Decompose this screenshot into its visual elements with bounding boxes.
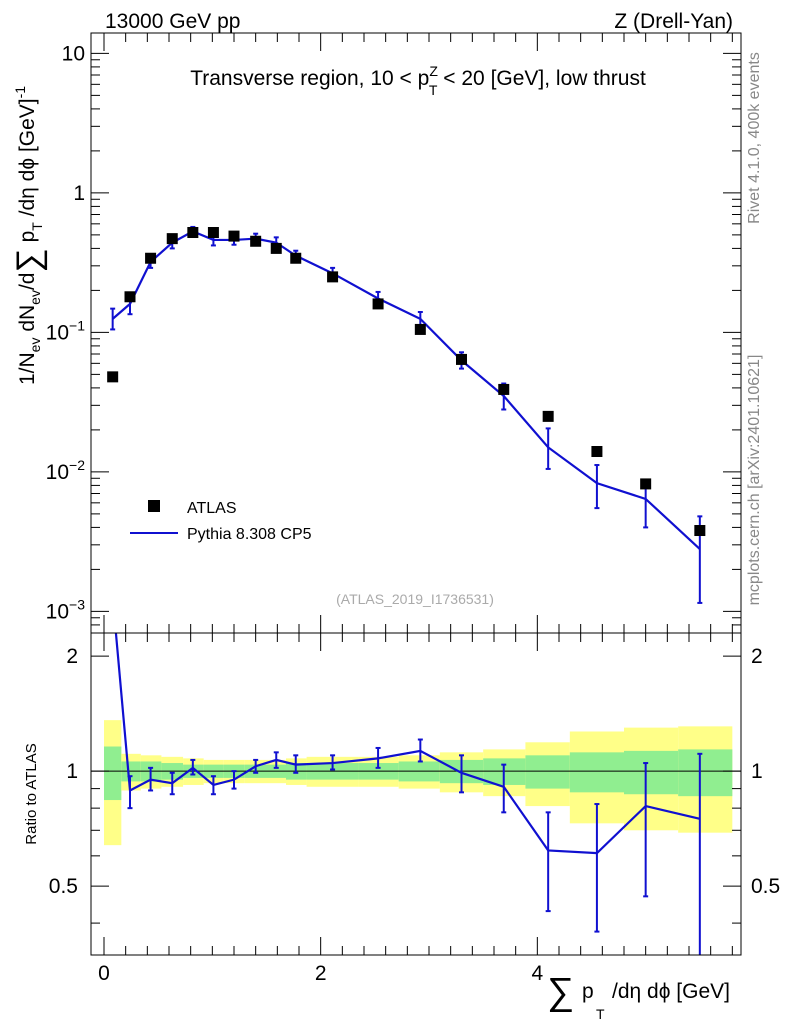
ratio-tick-label-left: 0.5	[49, 875, 78, 898]
svg-text:1/Nev dNev/d∑ pT /dη dϕ [GeV]: 1/Nev dNev/d∑ pT /dη dϕ [GeV]-1	[10, 86, 48, 385]
atlas-data-point	[372, 298, 384, 310]
band-inner	[678, 749, 733, 797]
y-tick-label: 10−3	[46, 596, 86, 623]
atlas-data-point	[124, 291, 136, 303]
atlas-data-point	[107, 371, 119, 383]
y-tick-label: 10−1	[46, 317, 86, 344]
ratio-frame	[90, 632, 742, 956]
atlas-data-point	[327, 271, 339, 283]
atlas-data-point	[414, 323, 426, 335]
legend-atlas-marker	[148, 500, 160, 512]
y-tick-label: 10−2	[46, 457, 86, 484]
svg-text:/dη dϕ [GeV]: /dη dϕ [GeV]	[612, 980, 730, 1003]
band-inner	[624, 750, 679, 795]
legend-atlas-label: ATLAS	[187, 500, 237, 517]
ratio-y-label: Ratio to ATLAS	[23, 743, 40, 844]
band-inner	[569, 752, 624, 793]
collision-label: 13000 GeV pp	[105, 10, 240, 33]
main-panel: 10−3 10−2 10−1 1 10 Transverse region, 10 < …	[10, 32, 742, 634]
atlas-data-point	[456, 353, 467, 365]
atlas-data-point	[250, 235, 262, 247]
atlas-data-point	[542, 410, 554, 422]
atlas-data-point	[640, 478, 652, 490]
y-axis-label: 1/Nev dNev/d∑ pT /dη dϕ [GeV]-1	[10, 86, 48, 385]
band-inner	[525, 755, 570, 789]
atlas-data-point	[166, 233, 178, 245]
x-tick-label: 0	[98, 962, 110, 985]
atlas-data-point	[145, 252, 157, 264]
analysis-watermark: (ATLAS_2019_I1736531)	[336, 591, 494, 607]
atlas-data-point	[270, 242, 282, 254]
x-axis-label: ∑ p T /dη dϕ [GeV]	[547, 971, 730, 1022]
atlas-data-point	[187, 227, 199, 239]
plot-title: Transverse region, 10 < pZ T < 20 [GeV], …	[190, 63, 646, 98]
legend: ATLAS Pythia 8.308 CP5	[130, 500, 312, 543]
atlas-data-point	[207, 227, 219, 239]
svg-text:p: p	[582, 980, 594, 1003]
legend-pythia-label: Pythia 8.308 CP5	[187, 526, 312, 543]
ratio-tick-label-right: 2	[751, 645, 763, 668]
process-label: Z (Drell-Yan)	[614, 10, 733, 33]
x-tick-label: 2	[315, 962, 327, 985]
mcplots-label: mcplots.cern.ch [arXiv:2401.10621]	[746, 355, 763, 606]
ratio-tick-label-left: 1	[66, 760, 78, 783]
rivet-label: Rivet 4.1.0, 400k events	[746, 52, 763, 224]
band-inner	[104, 746, 122, 801]
y-tick-label: 10	[62, 42, 85, 65]
ratio-tick-label-right: 0.5	[751, 875, 780, 898]
x-tick-label: 4	[531, 962, 543, 985]
ratio-tick-label-right: 1	[751, 760, 763, 783]
ratio-tick-label-left: 2	[66, 645, 78, 668]
atlas-data-point	[290, 252, 302, 264]
atlas-data-point	[498, 383, 510, 395]
y-tick-label: 1	[73, 182, 85, 205]
atlas-data-point	[228, 230, 240, 242]
svg-text:T: T	[596, 1006, 605, 1022]
ratio-panel: 0 2 4 0.5 0.5 1 1 2 2 Ratio to ATLAS	[23, 632, 780, 985]
atlas-data-point	[591, 446, 603, 458]
atlas-data-point	[694, 525, 706, 537]
svg-text:∑: ∑	[547, 971, 574, 1013]
